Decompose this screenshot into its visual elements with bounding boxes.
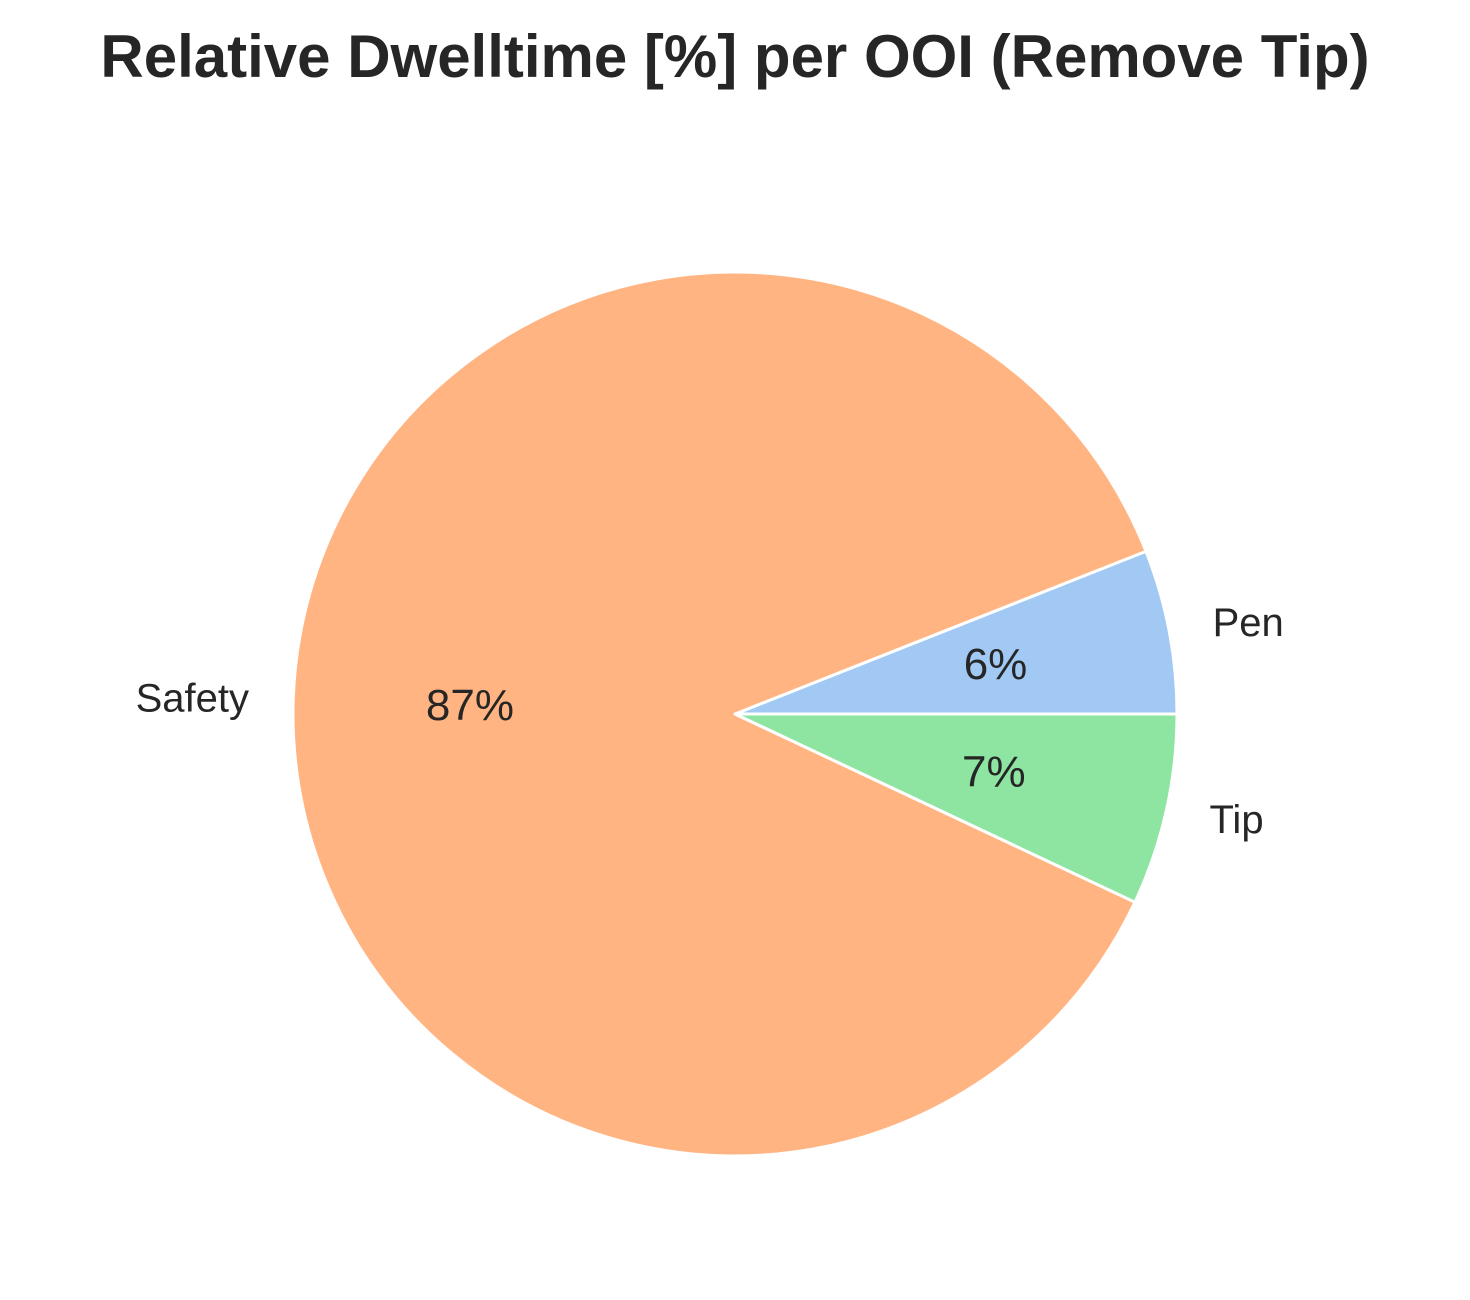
slice-label-tip: Tip bbox=[1209, 798, 1263, 842]
slice-percent-safety: 87% bbox=[426, 681, 514, 730]
slice-percent-pen: 6% bbox=[964, 640, 1028, 689]
pie-labels: Pen 6% Safety 87% Tip 7% bbox=[136, 601, 1284, 842]
chart-title: Relative Dwelltime [%] per OOI (Remove T… bbox=[100, 23, 1370, 90]
slice-label-pen: Pen bbox=[1213, 601, 1284, 645]
pie-wedges bbox=[291, 270, 1179, 1158]
slice-percent-tip: 7% bbox=[962, 747, 1026, 796]
slice-label-safety: Safety bbox=[136, 677, 249, 721]
pie-slice-tip bbox=[733, 712, 1179, 904]
pie-slice-safety bbox=[291, 270, 1148, 1158]
pie-slice-pen bbox=[733, 549, 1179, 716]
